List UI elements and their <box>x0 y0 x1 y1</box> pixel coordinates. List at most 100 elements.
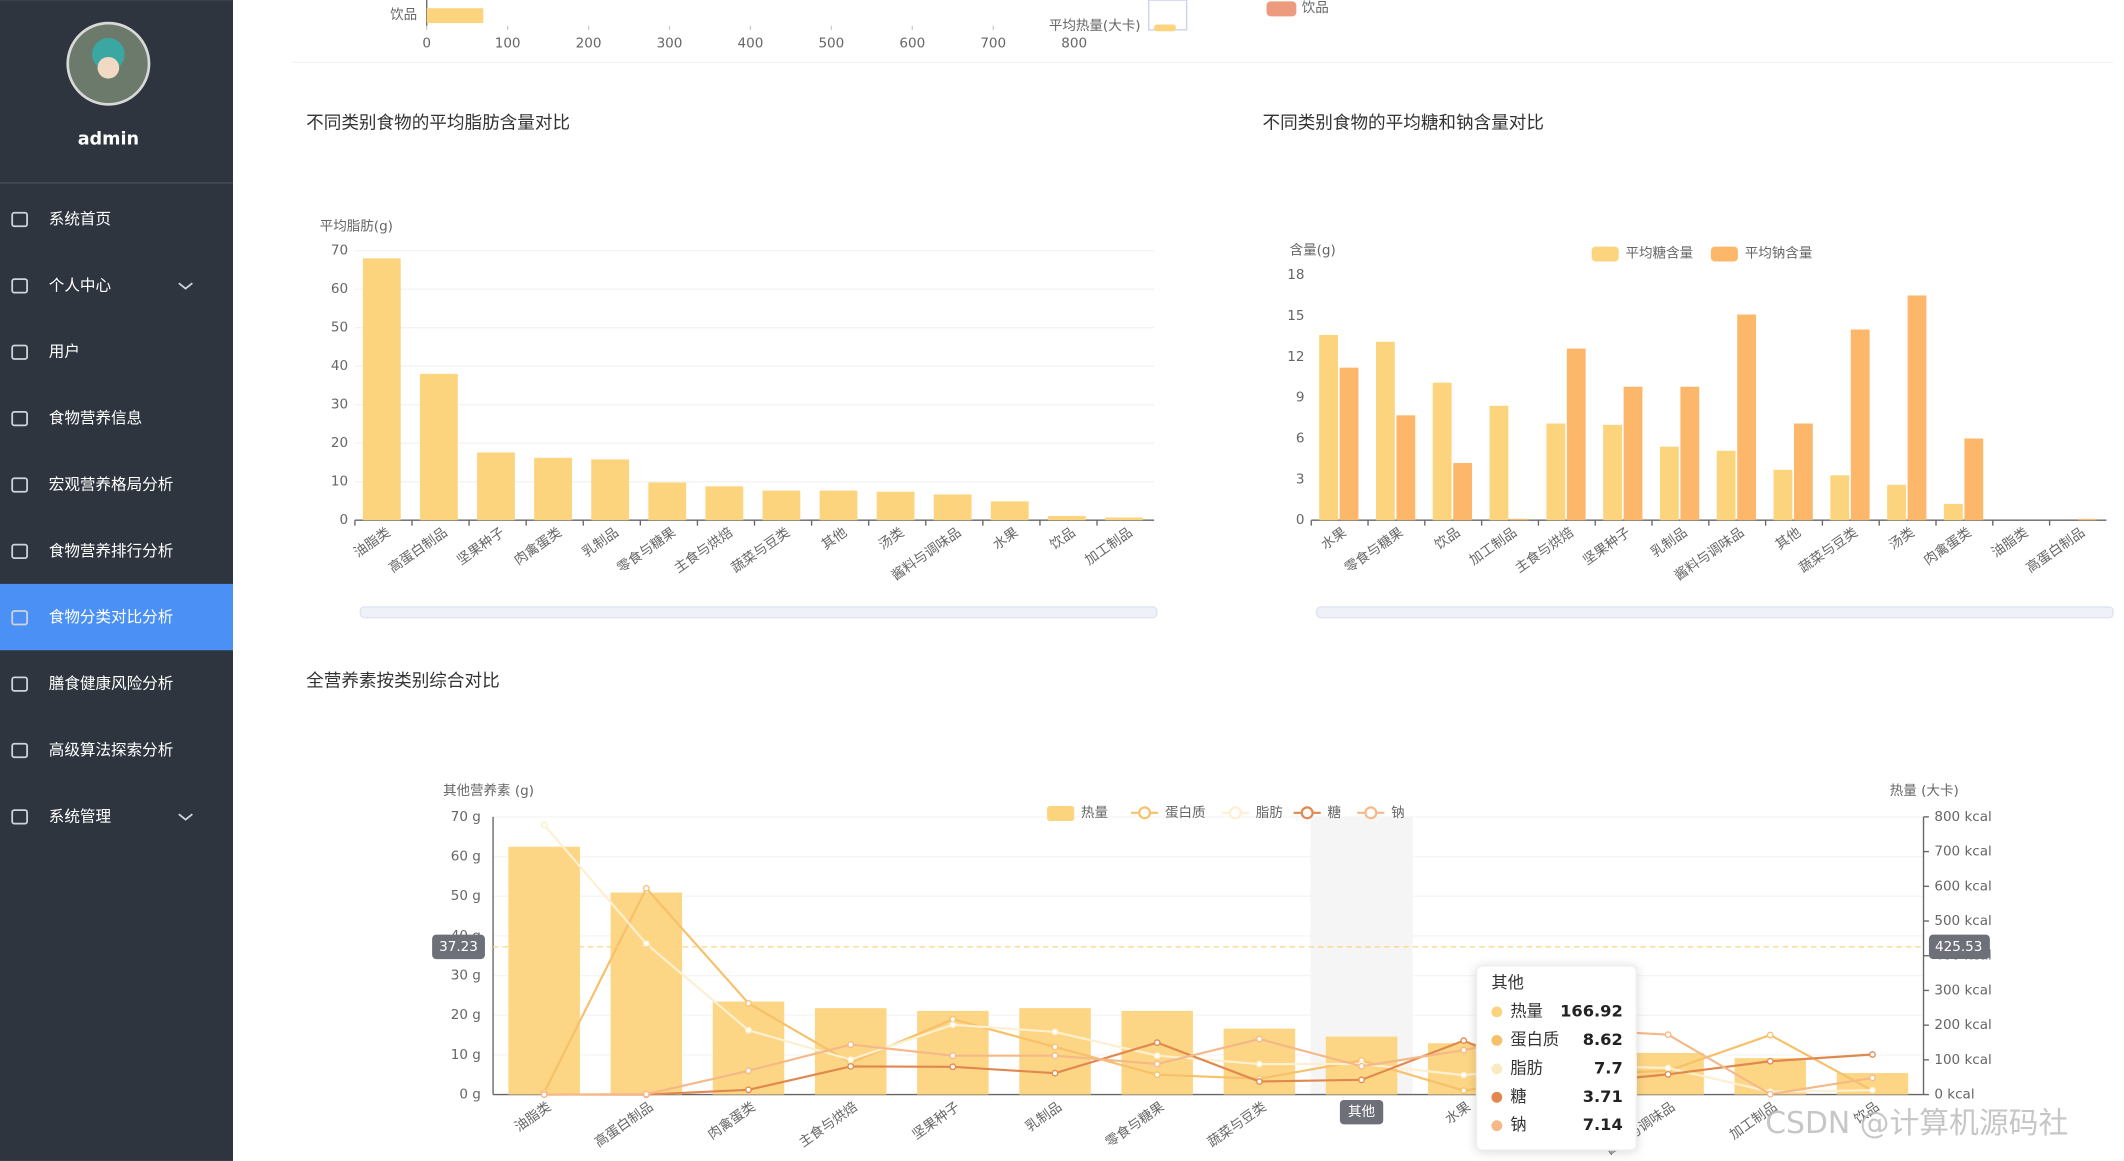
tooltip-name: 钠 <box>1510 1115 1526 1134</box>
y-tick-label: 9 <box>1296 390 1305 406</box>
bar <box>1339 367 1359 521</box>
point <box>847 1056 855 1064</box>
chart-title: 全营养素按类别综合对比 <box>306 671 500 691</box>
menu-item[interactable]: 宏观营养格局分析 <box>11 476 173 494</box>
menu-item[interactable]: 食物分类对比分析 <box>11 608 174 626</box>
menu-item[interactable]: 用户 <box>11 343 80 361</box>
x-tick-label: 肉禽蛋类 <box>1920 523 1974 568</box>
legend-swatch <box>1047 806 1075 821</box>
legend-swatch <box>1228 806 1242 820</box>
axis-label: 平均脂肪(g) <box>320 218 393 234</box>
line <box>543 824 1873 1093</box>
point <box>540 1091 548 1098</box>
legend-label: 热量 <box>1081 805 1108 821</box>
x-tick-label: 零食与糖果 <box>1341 523 1407 576</box>
bar <box>477 452 515 521</box>
y-tick-label: 6 <box>1296 430 1305 446</box>
menu-label: 膳食健康风险分析 <box>49 675 174 693</box>
menu-item[interactable]: 高级算法探索分析 <box>11 740 173 759</box>
y-tick-label: 10 g <box>451 1047 481 1063</box>
y-tick-label: 20 g <box>451 1007 481 1023</box>
menu-label: 系统管理 <box>49 807 112 825</box>
data-zoom[interactable] <box>359 606 1158 619</box>
menu-item[interactable]: 系统管理 <box>11 807 193 825</box>
bar <box>1887 484 1906 521</box>
x-tick-label: 油脂类 <box>351 524 394 561</box>
bar <box>876 491 915 521</box>
x-tick-label: 油脂类 <box>512 1099 555 1136</box>
visual-map-handle[interactable] <box>1154 24 1176 32</box>
menu-label: 食物营养信息 <box>49 409 142 427</box>
x-tick-label: 乳制品 <box>1023 1099 1065 1135</box>
y-tick-label: 0 <box>340 512 349 528</box>
bar <box>1546 423 1566 521</box>
x-tick-label: 饮品 <box>1432 525 1463 554</box>
axis-pointer-label-bg <box>432 934 485 960</box>
point <box>1153 1039 1161 1046</box>
menu-item[interactable]: 食物营养排行分析 <box>11 542 174 560</box>
menu-item[interactable]: 膳食健康风险分析 <box>11 675 174 693</box>
point <box>745 999 752 1007</box>
sidebar <box>0 0 233 1161</box>
bar <box>1943 503 1963 521</box>
tooltip-value: 8.62 <box>1583 1030 1623 1049</box>
bar <box>2077 518 2097 521</box>
y2-tick-label: 0 kcal <box>1934 1087 1974 1103</box>
legend-label: 钠 <box>1391 805 1405 821</box>
axis-label: 含量(g) <box>1290 243 1336 259</box>
x-tick-label: 100 <box>495 35 521 51</box>
menu-item[interactable]: 系统首页 <box>11 210 111 228</box>
x-tick-label: 水果 <box>1442 1099 1474 1128</box>
point <box>1460 1037 1468 1045</box>
point <box>949 1015 957 1023</box>
tooltip-value: 3.71 <box>1583 1087 1623 1106</box>
menu-icon <box>11 211 28 228</box>
bar <box>1623 386 1643 521</box>
menu-label: 食物营养排行分析 <box>49 542 174 560</box>
y-tick-label: 60 <box>331 281 348 297</box>
x-tick-label: 800 <box>1061 35 1087 51</box>
point <box>847 1041 855 1048</box>
x-tick-label: 高蛋白制品 <box>2023 524 2088 577</box>
x-tick-label: 零食与糖果 <box>614 523 680 576</box>
y-tick-label: 40 <box>331 358 348 374</box>
x-tick-label: 200 <box>576 35 602 51</box>
x-tick-label: 油脂类 <box>1989 524 2032 561</box>
menu-icon <box>11 278 28 294</box>
menu-item[interactable]: 个人中心 <box>11 276 193 294</box>
x-tick-label: 400 <box>738 35 764 51</box>
legend-swatch <box>1300 806 1314 820</box>
menu-item[interactable]: 食物营养信息 <box>11 409 142 427</box>
x-tick-label: 加工制品 <box>1082 525 1136 569</box>
menu-label: 食物分类对比分析 <box>49 608 174 626</box>
bar <box>1047 515 1086 521</box>
menu-icon <box>11 742 28 759</box>
bar <box>1836 1073 1909 1095</box>
y-tick-label: 0 <box>1296 512 1305 528</box>
x-tick-label: 水果 <box>1318 524 1350 553</box>
bar <box>1453 463 1473 521</box>
bar <box>1964 438 1984 521</box>
menu-icon <box>11 477 28 493</box>
point <box>1460 1071 1468 1079</box>
menu-icon <box>11 344 28 360</box>
y-tick-label: 30 <box>331 397 348 413</box>
line <box>543 886 1873 1094</box>
tooltip-value: 7.14 <box>1583 1115 1623 1134</box>
y-tick-label: 3 <box>1296 471 1305 487</box>
point <box>642 1090 650 1098</box>
point <box>847 1063 855 1070</box>
menu-icon <box>11 610 28 626</box>
point <box>1153 1060 1161 1068</box>
x-tick-label: 主食与烘焙 <box>1512 524 1577 577</box>
point <box>1255 1078 1263 1085</box>
point <box>1358 1076 1365 1084</box>
data-zoom[interactable] <box>1315 606 2114 619</box>
x-tick-label: 600 <box>899 35 925 51</box>
bar <box>1737 314 1757 521</box>
x-tick-label: 主食与烘焙 <box>671 524 736 577</box>
x-tick-label: 坚果种子 <box>454 525 508 569</box>
x-tick-label: 乳制品 <box>1648 525 1690 561</box>
